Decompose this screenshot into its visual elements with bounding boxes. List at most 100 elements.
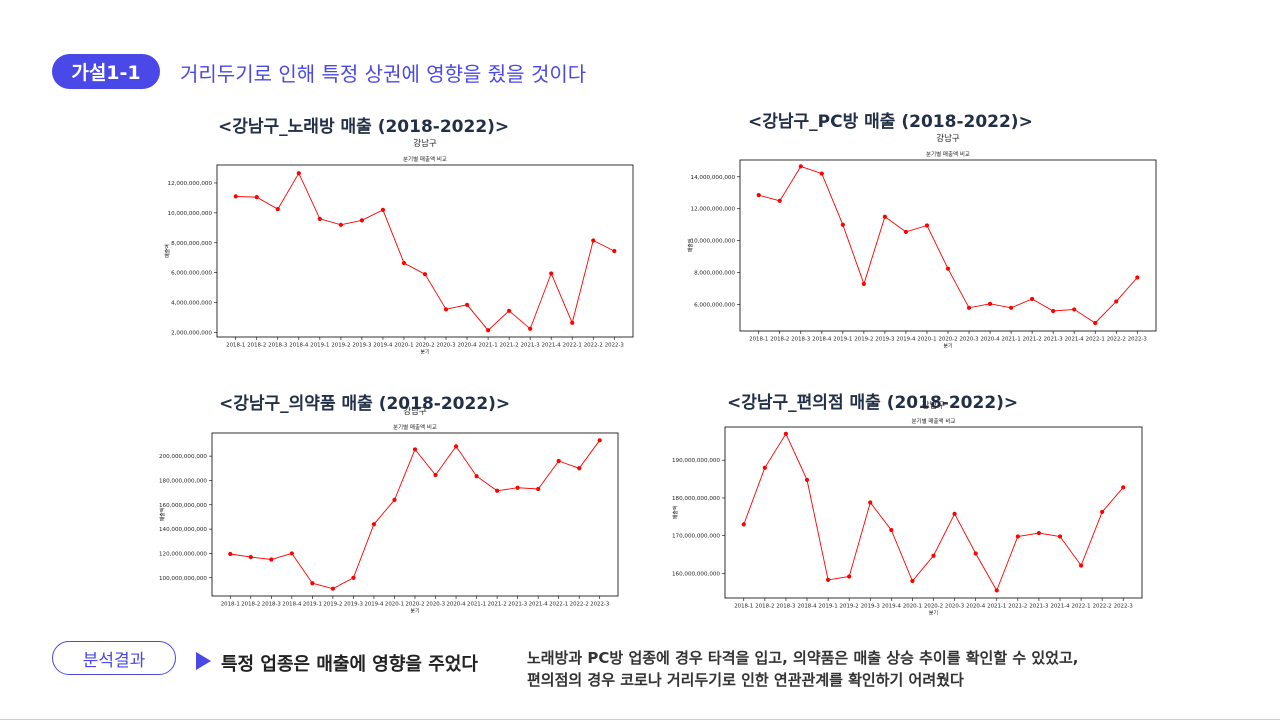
y-tick-label: 180,000,000,000	[159, 478, 207, 484]
data-point	[1078, 563, 1084, 568]
x-tick-label: 2020-3	[945, 604, 964, 610]
data-point	[495, 488, 500, 493]
y-tick-label: 12,000,000,000	[168, 181, 213, 187]
x-tick-label: 2018-2	[241, 602, 260, 608]
data-point	[536, 486, 541, 492]
series-line	[743, 432, 1124, 592]
result-description: 노래방과 PC방 업종에 경우 타격을 입고, 의약품은 매출 상승 추이를 확…	[527, 647, 1078, 691]
x-tick-label: 2020-2	[405, 602, 424, 608]
x-tick-label: 2018-3	[268, 343, 287, 349]
data-point	[380, 207, 386, 212]
chart-title: 강남구	[922, 400, 946, 411]
x-axis-label: 분기	[420, 349, 429, 356]
x-tick-label: 2020-4	[458, 343, 478, 349]
data-point	[338, 222, 343, 227]
data-point	[443, 307, 449, 312]
data-point	[248, 554, 253, 560]
chart-heading-pharmacy: <강남구_의약품 매출 (2018-2022)>	[219, 394, 511, 414]
result-description-line-1: 노래방과 PC방 업종에 경우 타격을 입고, 의약품은 매출 상승 추이를 확…	[527, 649, 1079, 667]
x-tick-label: 2020-4	[966, 604, 986, 610]
y-tick-label: 4,000,000,000	[171, 301, 212, 307]
data-point	[296, 171, 301, 176]
x-tick-label: 2018-3	[776, 604, 795, 610]
data-point	[1051, 308, 1056, 314]
x-tick-label: 2019-4	[882, 604, 902, 610]
chart-title: 강남구	[403, 406, 427, 417]
y-tick-label: 160,000,000,000	[159, 503, 207, 509]
x-tick-label: 2021-1	[987, 604, 1006, 610]
plot-frame	[739, 159, 1157, 332]
conclusion-text: 특정 업종은 매출에 영향을 주었다	[221, 654, 478, 675]
data-point	[783, 431, 789, 436]
data-point	[952, 511, 957, 516]
data-point	[577, 466, 582, 471]
data-point	[591, 238, 596, 243]
x-tick-label: 2021-3	[1044, 337, 1063, 343]
x-tick-label: 2019-2	[331, 343, 350, 349]
y-tick-label: 6,000,000,000	[694, 303, 735, 309]
x-tick-label: 2018-4	[289, 343, 309, 349]
x-tick-label: 2021-3	[508, 602, 527, 608]
x-tick-label: 2021-4	[1050, 604, 1070, 610]
chart-subtitle: 분기별 매출액 비교	[393, 423, 437, 431]
data-point	[1093, 320, 1098, 326]
x-tick-label: 2022-3	[590, 602, 609, 608]
data-point	[412, 447, 418, 452]
x-tick-label: 2021-3	[1029, 604, 1048, 610]
hypothesis-badge: 가설1-1	[52, 54, 160, 89]
x-tick-label: 2020-3	[436, 343, 455, 349]
data-point	[1015, 534, 1020, 539]
x-tick-label: 2022-2	[570, 602, 589, 608]
x-tick-label: 2021-4	[529, 602, 549, 608]
x-tick-label: 2022-2	[1107, 337, 1126, 343]
data-point	[351, 575, 356, 580]
data-point	[1030, 296, 1035, 302]
series-line	[758, 165, 1138, 324]
data-point	[825, 577, 831, 582]
x-tick-label: 2019-1	[303, 602, 322, 608]
x-tick-label: 2018-2	[755, 604, 774, 610]
x-tick-label: 2021-2	[1023, 337, 1042, 343]
data-point	[233, 194, 238, 199]
x-tick-label: 2022-3	[1128, 337, 1147, 343]
x-tick-label: 2021-4	[1065, 337, 1085, 343]
x-tick-label: 2022-1	[549, 602, 568, 608]
x-tick-label: 2018-1	[734, 604, 753, 610]
data-point	[254, 195, 259, 200]
data-point	[924, 223, 930, 228]
chart-subtitle: 분기별 매출액 비교	[403, 155, 447, 163]
data-point	[422, 272, 428, 277]
data-point	[453, 444, 459, 449]
y-tick-label: 190,000,000,000	[672, 458, 720, 464]
data-point	[528, 326, 533, 331]
data-point	[317, 216, 322, 221]
data-point	[310, 581, 315, 586]
x-tick-label: 2018-2	[247, 343, 266, 349]
y-tick-label: 6,000,000,000	[171, 271, 212, 277]
x-tick-label: 2020-3	[959, 337, 978, 343]
x-tick-label: 2020-1	[394, 343, 413, 349]
data-point	[507, 308, 512, 313]
x-tick-label: 2021-4	[542, 343, 562, 349]
x-tick-label: 2022-2	[584, 343, 603, 349]
data-point	[433, 472, 438, 478]
x-tick-label: 2021-1	[467, 602, 486, 608]
data-point	[269, 557, 274, 562]
result-description-line-2: 편의점의 경우 코로나 거리두기로 인한 연관관계를 확인하기 어려웠다	[527, 671, 964, 689]
data-point	[798, 164, 803, 169]
y-tick-label: 14,000,000,000	[691, 175, 736, 181]
x-tick-label: 2018-4	[812, 337, 832, 343]
y-tick-label: 8,000,000,000	[694, 271, 735, 277]
chart-subtitle: 분기별 매출액 비교	[912, 417, 956, 425]
data-point	[359, 218, 365, 223]
y-tick-label: 180,000,000,000	[672, 496, 720, 502]
x-tick-label: 2019-1	[819, 604, 838, 610]
x-tick-label: 2022-3	[605, 343, 624, 349]
hypothesis-title: 거리두기로 인해 특정 상권에 영향을 줬을 것이다	[180, 62, 587, 86]
x-tick-label: 2020-2	[924, 604, 943, 610]
data-point	[401, 260, 407, 266]
x-tick-label: 2020-1	[903, 604, 922, 610]
data-point	[868, 500, 873, 505]
x-tick-label: 2019-2	[323, 602, 342, 608]
